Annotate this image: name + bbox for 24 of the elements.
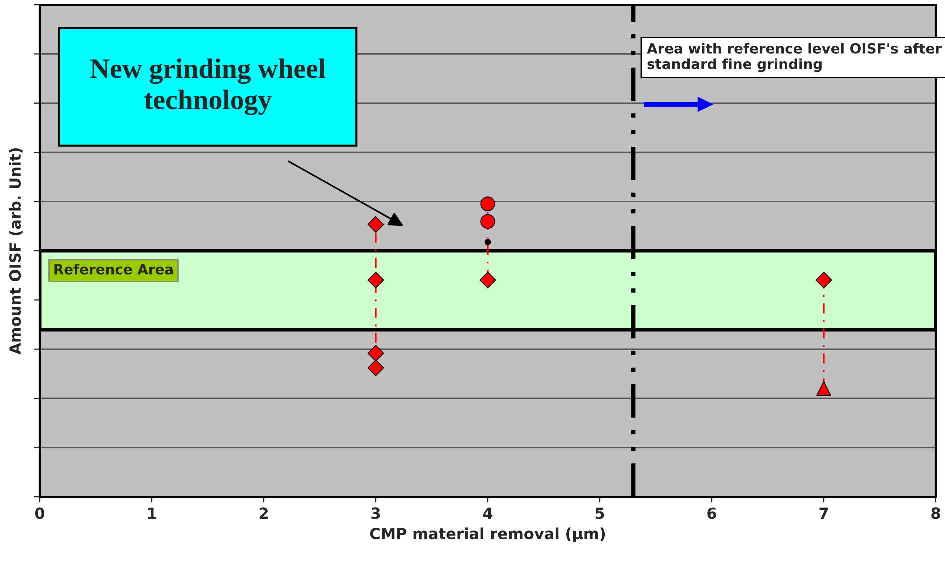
point [480,214,496,230]
point [368,272,384,289]
x-tick-label: 2 [260,508,268,520]
x-tick-label: 3 [372,508,380,520]
x-tick-label: 8 [932,508,940,520]
x-tick-label: 6 [708,508,716,520]
point [816,381,832,396]
x-tick-label: 5 [596,508,604,520]
x-tick-label: 0 [35,508,45,520]
band-label: Reference Area [54,264,173,275]
point [816,272,832,289]
x-axis-title: CMP material removal (µm) [370,528,606,543]
point [480,196,496,212]
point [368,216,384,233]
point [484,239,492,246]
y-axis-title: Amount OISF (arb. Unit) [9,148,23,355]
x-tick-label: 7 [820,508,828,520]
text: Area with reference level OISF's after standard fine grinding [647,43,942,72]
x-tick-label: 4 [483,508,493,520]
x-tick-label: 1 [148,508,156,520]
point [480,272,496,289]
point [368,345,384,362]
point [368,360,384,376]
text: New grinding wheel technology [90,58,326,116]
